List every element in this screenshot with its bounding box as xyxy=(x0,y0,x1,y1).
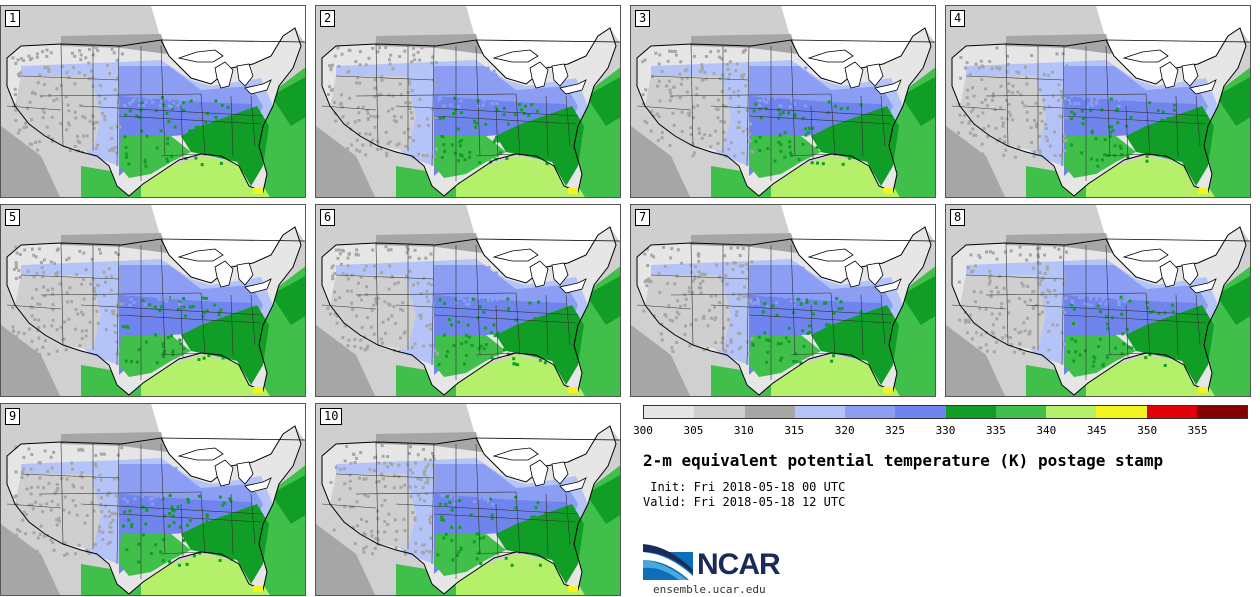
colorbar-ticks: 300 305 310 315 320 325 330 335 340 345 350 355 xyxy=(633,424,1248,438)
member-stamp-6: 6 xyxy=(315,204,621,397)
colorbar-segment-6 xyxy=(945,406,996,418)
colorbar-tick-label: 355 xyxy=(1187,424,1208,437)
colorbar-tick-label: 310 xyxy=(733,424,754,437)
colorbar-tick-label: 325 xyxy=(885,424,906,437)
colorbar-tick-label: 335 xyxy=(985,424,1006,437)
member-number: 10 xyxy=(320,408,343,425)
colorbar-tick-label: 305 xyxy=(683,424,704,437)
member-number: 6 xyxy=(320,209,336,226)
member-stamp-1: 1 xyxy=(0,5,306,198)
colorbar-segment-5 xyxy=(895,406,946,418)
member-stamp-5: 5 xyxy=(0,204,306,397)
ncar-logo-text: NCAR xyxy=(697,548,781,581)
init-time: Init: Fri 2018-05-18 00 UTC xyxy=(643,480,846,494)
colorbar-segment-0 xyxy=(644,406,695,418)
member-stamp-7: 7 xyxy=(630,204,936,397)
member-number: 2 xyxy=(320,10,336,27)
member-stamp-8: 8 xyxy=(945,204,1251,397)
site-url[interactable]: ensemble.ucar.edu xyxy=(653,583,766,596)
member-number: 9 xyxy=(5,408,21,425)
colorbar-segment-11 xyxy=(1196,406,1247,418)
colorbar-tick-label: 320 xyxy=(834,424,855,437)
colorbar-tick-label: 330 xyxy=(935,424,956,437)
member-number: 4 xyxy=(950,10,966,27)
colorbar xyxy=(643,405,1248,419)
ncar-logo-icon xyxy=(643,544,693,580)
member-stamp-10: 10 xyxy=(315,403,621,596)
colorbar-tick-label: 340 xyxy=(1036,424,1057,437)
member-number: 1 xyxy=(5,10,21,27)
member-stamp-9: 9 xyxy=(0,403,306,596)
colorbar-tick-label: 345 xyxy=(1086,424,1107,437)
member-number: 3 xyxy=(635,10,651,27)
colorbar-segment-1 xyxy=(694,406,745,418)
colorbar-segment-2 xyxy=(744,406,795,418)
member-number: 5 xyxy=(5,209,21,226)
colorbar-segment-3 xyxy=(794,406,845,418)
member-number: 8 xyxy=(950,209,966,226)
figure-title: 2-m equivalent potential temperature (K)… xyxy=(643,451,1164,470)
colorbar-tick-label: 315 xyxy=(784,424,805,437)
colorbar-tick-label: 350 xyxy=(1137,424,1158,437)
colorbar-segment-7 xyxy=(995,406,1046,418)
member-stamp-3: 3 xyxy=(630,5,936,198)
valid-time: Valid: Fri 2018-05-18 12 UTC xyxy=(643,495,846,509)
member-number: 7 xyxy=(635,209,651,226)
member-stamp-4: 4 xyxy=(945,5,1251,198)
colorbar-segment-8 xyxy=(1046,406,1097,418)
colorbar-segment-10 xyxy=(1146,406,1197,418)
colorbar-tick-label: 300 xyxy=(633,424,653,437)
colorbar-segment-9 xyxy=(1096,406,1147,418)
colorbar-segment-4 xyxy=(845,406,896,418)
member-stamp-2: 2 xyxy=(315,5,621,198)
